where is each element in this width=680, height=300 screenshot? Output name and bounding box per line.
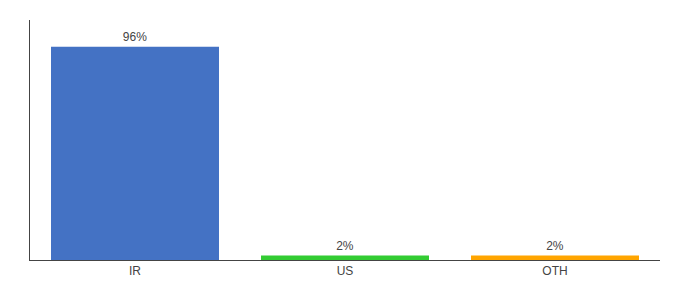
svg-text:96%: 96% xyxy=(123,30,147,44)
svg-text:2%: 2% xyxy=(336,239,354,253)
svg-text:OTH: OTH xyxy=(542,264,567,278)
svg-text:IR: IR xyxy=(129,264,141,278)
svg-text:2%: 2% xyxy=(546,239,564,253)
svg-text:US: US xyxy=(337,264,354,278)
